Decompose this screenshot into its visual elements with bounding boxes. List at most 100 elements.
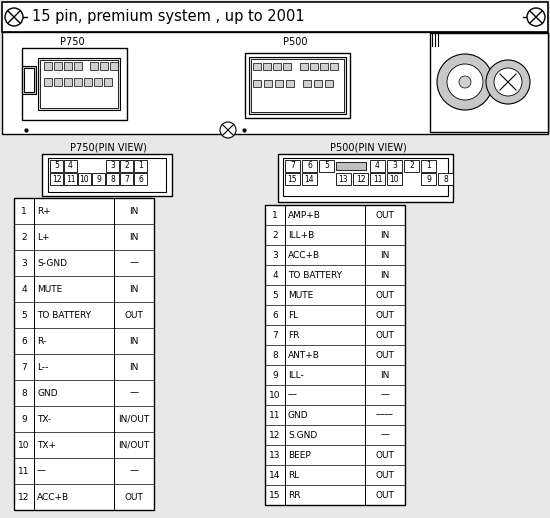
Text: S.GND: S.GND bbox=[288, 430, 317, 439]
Text: 4: 4 bbox=[272, 270, 278, 280]
Text: IN: IN bbox=[129, 207, 139, 215]
Text: —: — bbox=[381, 391, 389, 399]
Bar bbox=[253, 63, 261, 70]
Text: 13: 13 bbox=[339, 175, 348, 183]
Text: —: — bbox=[288, 391, 297, 399]
Text: 11: 11 bbox=[373, 175, 382, 183]
Text: 12: 12 bbox=[356, 175, 365, 183]
Bar bbox=[336, 162, 366, 170]
Text: 1: 1 bbox=[272, 210, 278, 220]
Bar bbox=[303, 80, 311, 87]
Text: —: — bbox=[129, 388, 139, 397]
Bar bbox=[273, 63, 281, 70]
Text: AMP+B: AMP+B bbox=[288, 210, 321, 220]
Text: 9: 9 bbox=[21, 414, 27, 424]
Text: IN/OUT: IN/OUT bbox=[118, 414, 150, 424]
Bar bbox=[90, 62, 98, 70]
Text: P500: P500 bbox=[283, 37, 307, 47]
Text: 9: 9 bbox=[96, 175, 101, 183]
Text: 3: 3 bbox=[110, 162, 115, 170]
Circle shape bbox=[486, 60, 530, 104]
Bar bbox=[370, 173, 385, 185]
Bar bbox=[44, 78, 52, 86]
Text: OUT: OUT bbox=[376, 470, 394, 480]
Text: MUTE: MUTE bbox=[288, 291, 313, 299]
Bar bbox=[314, 80, 322, 87]
Circle shape bbox=[5, 8, 23, 26]
Bar bbox=[40, 60, 118, 108]
Bar bbox=[336, 173, 351, 185]
Bar bbox=[50, 160, 63, 172]
Text: —: — bbox=[37, 467, 46, 476]
Bar bbox=[134, 173, 147, 185]
Text: —: — bbox=[129, 258, 139, 267]
Bar bbox=[285, 160, 300, 172]
Text: TX+: TX+ bbox=[37, 440, 56, 450]
Text: IN: IN bbox=[129, 363, 139, 371]
Text: IN: IN bbox=[380, 251, 390, 260]
Text: RR: RR bbox=[288, 491, 300, 499]
Text: IN: IN bbox=[380, 270, 390, 280]
Text: IN/OUT: IN/OUT bbox=[118, 440, 150, 450]
Text: GND: GND bbox=[288, 410, 309, 420]
Text: IN: IN bbox=[129, 284, 139, 294]
Text: 9: 9 bbox=[426, 175, 431, 183]
Bar bbox=[92, 173, 105, 185]
Text: 9: 9 bbox=[272, 370, 278, 380]
Bar bbox=[2, 2, 548, 32]
Bar bbox=[285, 173, 300, 185]
Text: 6: 6 bbox=[138, 175, 143, 183]
Bar bbox=[104, 78, 112, 86]
Text: OUT: OUT bbox=[376, 491, 394, 499]
Text: 5: 5 bbox=[324, 162, 329, 170]
Bar bbox=[251, 59, 344, 112]
Text: 1: 1 bbox=[138, 162, 143, 170]
Bar bbox=[302, 160, 317, 172]
Text: OUT: OUT bbox=[376, 351, 394, 359]
Text: RL: RL bbox=[288, 470, 299, 480]
Text: IN: IN bbox=[129, 337, 139, 346]
Bar bbox=[106, 160, 119, 172]
Text: TO BATTERY: TO BATTERY bbox=[288, 270, 342, 280]
Text: TO BATTERY: TO BATTERY bbox=[37, 310, 91, 320]
Text: 11: 11 bbox=[18, 467, 30, 476]
Bar bbox=[22, 66, 36, 94]
Text: OUT: OUT bbox=[376, 330, 394, 339]
Bar bbox=[421, 173, 436, 185]
Text: P500(PIN VIEW): P500(PIN VIEW) bbox=[329, 143, 406, 153]
Text: 15: 15 bbox=[288, 175, 298, 183]
Bar bbox=[275, 80, 283, 87]
Text: 4: 4 bbox=[68, 162, 73, 170]
Bar bbox=[320, 63, 328, 70]
Bar bbox=[110, 62, 118, 70]
Text: 7: 7 bbox=[290, 162, 295, 170]
Text: 5: 5 bbox=[54, 162, 59, 170]
Circle shape bbox=[220, 122, 236, 138]
Bar bbox=[84, 78, 92, 86]
Text: 10: 10 bbox=[270, 391, 280, 399]
Bar bbox=[286, 80, 294, 87]
Text: 1: 1 bbox=[21, 207, 27, 215]
Text: ILL+B: ILL+B bbox=[288, 231, 314, 239]
Text: 6: 6 bbox=[307, 162, 312, 170]
Text: 6: 6 bbox=[21, 337, 27, 346]
Text: FL: FL bbox=[288, 310, 298, 320]
Text: 14: 14 bbox=[305, 175, 314, 183]
Bar bbox=[264, 80, 272, 87]
Bar bbox=[353, 173, 368, 185]
Bar bbox=[302, 173, 317, 185]
Text: 7: 7 bbox=[124, 175, 129, 183]
Text: 10: 10 bbox=[80, 175, 89, 183]
Bar bbox=[64, 173, 77, 185]
Bar bbox=[64, 62, 72, 70]
Text: P750(PIN VIEW): P750(PIN VIEW) bbox=[69, 143, 146, 153]
Bar bbox=[370, 160, 385, 172]
Bar bbox=[278, 154, 453, 202]
Text: 10: 10 bbox=[390, 175, 399, 183]
Text: MUTE: MUTE bbox=[37, 284, 62, 294]
Text: 2: 2 bbox=[124, 162, 129, 170]
Text: 12: 12 bbox=[52, 175, 61, 183]
Text: IN: IN bbox=[380, 370, 390, 380]
Text: IN: IN bbox=[129, 233, 139, 241]
Text: 2: 2 bbox=[272, 231, 278, 239]
